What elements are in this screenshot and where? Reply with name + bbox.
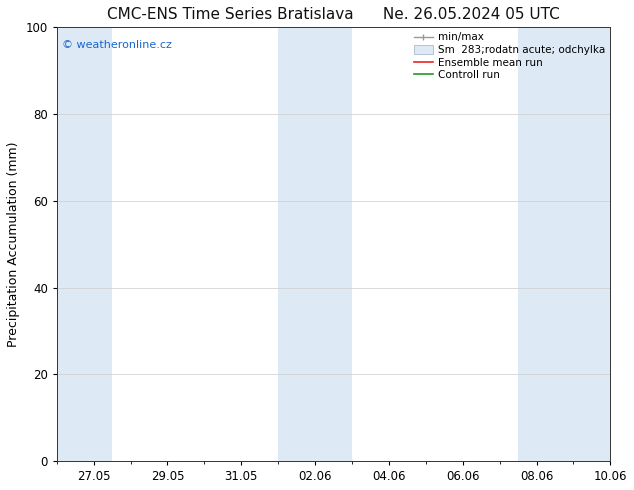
Bar bbox=[57, 27, 112, 461]
Bar bbox=[518, 27, 611, 461]
Text: © weatheronline.cz: © weatheronline.cz bbox=[62, 40, 172, 50]
Bar bbox=[278, 27, 352, 461]
Y-axis label: Precipitation Accumulation (mm): Precipitation Accumulation (mm) bbox=[7, 142, 20, 347]
Legend: min/max, Sm  283;rodatn acute; odchylka, Ensemble mean run, Controll run: min/max, Sm 283;rodatn acute; odchylka, … bbox=[412, 30, 607, 82]
Title: CMC-ENS Time Series Bratislava      Ne. 26.05.2024 05 UTC: CMC-ENS Time Series Bratislava Ne. 26.05… bbox=[107, 7, 560, 22]
